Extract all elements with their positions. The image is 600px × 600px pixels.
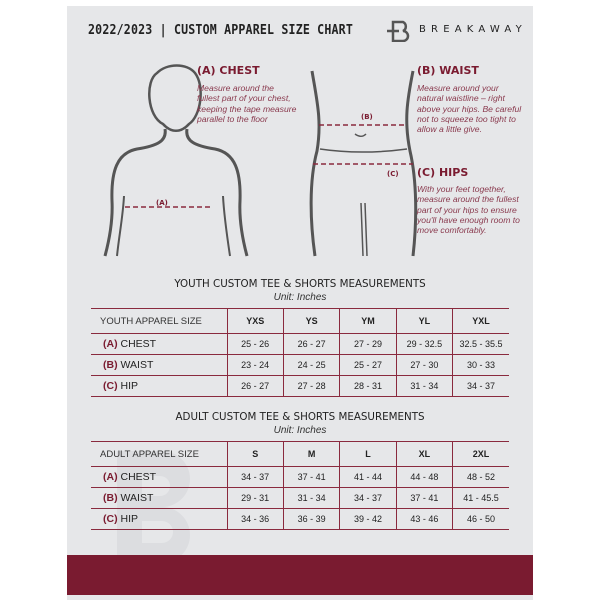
measurement-cell: 32.5 - 35.5	[452, 333, 509, 355]
waist-heading: (B) WAIST	[417, 64, 479, 77]
adult-size-table: ADULT APPAREL SIZE S M L XL 2XL (A) CHEST 34 - …	[91, 441, 509, 530]
lower-body-figure	[309, 70, 418, 257]
adult-table-title: ADULT CUSTOM TEE & SHORTS MEASUREMENTS	[175, 411, 425, 423]
adult-table-unit: Unit: Inches	[273, 425, 327, 436]
size-header: YM	[339, 308, 397, 334]
measurement-cell: 34 - 37	[452, 375, 509, 397]
measure-code: (A)	[103, 471, 118, 483]
measurement-cell: 31 - 34	[282, 487, 340, 509]
measure-label: (B) WAIST	[91, 487, 227, 509]
hips-heading: (C) HIPS	[417, 166, 469, 179]
measurement-cell: 41 - 45.5	[452, 487, 509, 509]
size-header: M	[282, 441, 340, 467]
waist-description: Measure around your natural waistline – …	[417, 83, 522, 135]
measurement-cell: 37 - 41	[395, 487, 453, 509]
measure-code: (C)	[103, 380, 118, 392]
table-row: (A) CHEST 34 - 37 37 - 41 41 - 44 44 - 48 48 …	[91, 466, 509, 488]
measurement-cell: 41 - 44	[339, 466, 397, 488]
size-label-header: YOUTH APPAREL SIZE	[91, 308, 227, 334]
body-figures	[103, 64, 418, 257]
table-row: (A) CHEST 25 - 26 26 - 27 27 - 29 29 - 32.5 3…	[91, 333, 509, 355]
measure-label: (C) HIP	[91, 508, 227, 530]
size-header: 2XL	[452, 441, 509, 467]
youth-size-table: YOUTH APPAREL SIZE YXS YS YM YL YXL (A) CHEST 2…	[91, 308, 509, 397]
brand-name: BREAKAWAY	[419, 24, 527, 35]
measure-label: (C) HIP	[91, 375, 227, 397]
size-label-header: ADULT APPAREL SIZE	[91, 441, 227, 467]
page-title: 2022/2023 | CUSTOM APPAREL SIZE CHART	[88, 22, 353, 38]
youth-table-unit: Unit: Inches	[273, 292, 327, 303]
upper-body-figure	[103, 64, 249, 257]
table-row: (C) HIP 34 - 36 36 - 39 39 - 42 43 - 46 46 - …	[91, 508, 509, 530]
measurement-cell: 44 - 48	[395, 466, 453, 488]
measure-name: CHEST	[120, 471, 157, 483]
measurement-cell: 27 - 29	[339, 333, 397, 355]
size-header: S	[226, 441, 284, 467]
size-header: YL	[395, 308, 453, 334]
measure-label: (A) CHEST	[91, 466, 227, 488]
table-header-row: ADULT APPAREL SIZE S M L XL 2XL	[91, 441, 509, 467]
footer-bar	[67, 555, 533, 595]
measure-code: (B)	[103, 492, 118, 504]
table-row: (C) HIP 26 - 27 27 - 28 28 - 31 31 - 34 34 - …	[91, 375, 509, 397]
measure-name: CHEST	[120, 338, 157, 350]
measurement-cell: 28 - 31	[339, 375, 397, 397]
chest-description: Measure around the fullest part of your …	[197, 83, 297, 124]
breakaway-logo	[387, 20, 410, 42]
measurement-cell: 36 - 39	[282, 508, 340, 530]
measure-name: HIP	[120, 380, 139, 392]
measure-label: (B) WAIST	[91, 354, 227, 376]
measurement-cell: 30 - 33	[452, 354, 509, 376]
measurement-cell: 27 - 28	[282, 375, 340, 397]
measurement-cell: 48 - 52	[452, 466, 509, 488]
measurement-cell: 29 - 32.5	[395, 333, 453, 355]
measure-code: (B)	[103, 359, 118, 371]
measurement-cell: 25 - 27	[339, 354, 397, 376]
size-header: YS	[282, 308, 340, 334]
waist-marker: (B)	[361, 113, 373, 121]
measure-name: HIP	[120, 513, 139, 525]
measurement-cell: 31 - 34	[395, 375, 453, 397]
size-header: YXL	[452, 308, 509, 334]
table-row: (B) WAIST 29 - 31 31 - 34 34 - 37 37 - 41 41 …	[91, 487, 509, 509]
measurement-cell: 26 - 27	[282, 333, 340, 355]
chest-heading: (A) CHEST	[197, 64, 260, 77]
measure-code: (A)	[103, 338, 118, 350]
table-row: (B) WAIST 23 - 24 24 - 25 25 - 27 27 - 30 30 …	[91, 354, 509, 376]
hips-description: With your feet together, measure around …	[417, 184, 520, 236]
measurement-cell: 34 - 37	[226, 466, 284, 488]
measurement-cell: 37 - 41	[282, 466, 340, 488]
measurement-cell: 43 - 46	[395, 508, 453, 530]
measurement-cell: 46 - 50	[452, 508, 509, 530]
measurement-cell: 29 - 31	[226, 487, 284, 509]
measure-code: (C)	[103, 513, 118, 525]
measurement-cell: 25 - 26	[226, 333, 284, 355]
measurement-cell: 39 - 42	[339, 508, 397, 530]
hips-marker: (C)	[387, 170, 399, 178]
size-header: YXS	[226, 308, 284, 334]
measure-label: (A) CHEST	[91, 333, 227, 355]
chest-marker: (A)	[156, 199, 168, 207]
table-header-row: YOUTH APPAREL SIZE YXS YS YM YL YXL	[91, 308, 509, 334]
measurement-cell: 26 - 27	[226, 375, 284, 397]
measurement-cell: 34 - 36	[226, 508, 284, 530]
youth-table-title: YOUTH CUSTOM TEE & SHORTS MEASUREMENTS	[174, 278, 426, 290]
measurement-cell: 34 - 37	[339, 487, 397, 509]
size-chart-sheet: 2022/2023 | CUSTOM APPAREL SIZE CHART BR…	[67, 6, 533, 600]
measurement-cell: 24 - 25	[282, 354, 340, 376]
measurement-cell: 23 - 24	[226, 354, 284, 376]
size-header: XL	[395, 441, 453, 467]
measure-name: WAIST	[120, 492, 154, 504]
size-header: L	[339, 441, 397, 467]
measurement-cell: 27 - 30	[395, 354, 453, 376]
measure-name: WAIST	[120, 359, 154, 371]
